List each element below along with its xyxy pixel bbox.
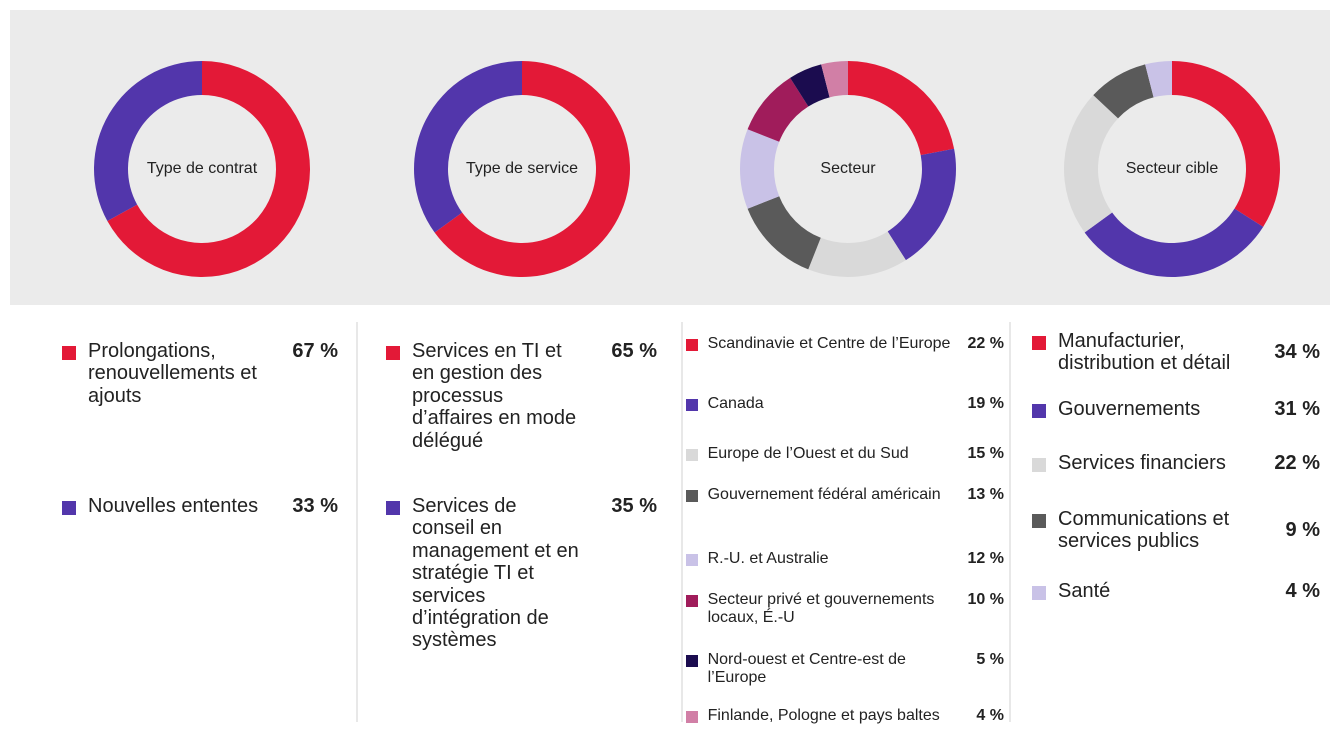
legend-item: Nouvelles ententes 33 % xyxy=(62,495,338,517)
legend-swatch xyxy=(1032,335,1046,350)
legend-item: Services financiers 22 % xyxy=(1032,452,1320,474)
donut-slice xyxy=(790,64,830,107)
legend-swatch xyxy=(686,554,698,567)
donut-title: Type de service xyxy=(466,160,578,177)
legend-item: Canada 19 % xyxy=(686,395,1004,413)
donut-slice xyxy=(1084,208,1264,277)
legend-item: Gouvernements 31 % xyxy=(1032,398,1320,420)
legend-value: 34 % xyxy=(1274,341,1320,364)
legend-swatch xyxy=(686,339,698,352)
legend-swatch xyxy=(62,345,76,360)
legend-item: Nord-ouest et Centre-est de l’Europe 5 % xyxy=(686,651,1004,687)
legend-label: Gouvernements xyxy=(1058,398,1201,420)
donut-slice xyxy=(887,148,956,261)
donut-slice xyxy=(821,61,848,98)
legend-swatch xyxy=(686,449,698,462)
legend-label: Canada xyxy=(707,395,764,412)
legend-value: 10 % xyxy=(967,591,1004,608)
legend-item: Gouvernement fédéral américain 13 % xyxy=(686,486,1004,504)
legend-value: 33 % xyxy=(292,495,338,517)
legend-label: Services financiers xyxy=(1058,452,1226,474)
legend-value: 9 % xyxy=(1285,519,1320,542)
legend-value: 5 % xyxy=(976,651,1004,668)
legend-label: Manufacturier, distribution et détail xyxy=(1058,330,1231,375)
legend-swatch xyxy=(62,500,76,515)
legend-item: Finlande, Pologne et pays baltes 4 % xyxy=(686,707,1004,725)
legend-swatch xyxy=(686,595,698,608)
legend-value: 4 % xyxy=(1285,579,1320,602)
legend-swatch xyxy=(386,345,400,360)
donut-slice xyxy=(434,61,630,278)
legend-item: Services de conseil en management et en … xyxy=(386,495,657,652)
donut-slice xyxy=(747,77,809,142)
legend-swatch xyxy=(1032,403,1046,418)
legend-label: Services de conseil en management et en … xyxy=(412,495,579,652)
legend-item: Prolongations, renouvellements et ajouts… xyxy=(62,340,338,407)
donut-slice xyxy=(848,61,955,156)
legend-value: 35 % xyxy=(611,495,657,517)
donut-slice xyxy=(808,231,906,277)
legend-label: Scandinavie et Centre de l’Europe xyxy=(707,335,951,352)
legend-item: Europe de l’Ouest et du Sud 15 % xyxy=(686,445,1004,463)
legend-value: 67 % xyxy=(292,340,338,362)
legend-item: Services en TI et en gestion des process… xyxy=(386,340,657,452)
legend-label: Services en TI et en gestion des process… xyxy=(412,340,577,452)
donut-slice xyxy=(414,61,522,233)
donut-slice xyxy=(740,129,780,209)
legend-value: 22 % xyxy=(1274,451,1320,474)
legend-swatch xyxy=(1032,513,1046,528)
legend-label: Nouvelles ententes xyxy=(88,495,259,517)
legend-label: Nord-ouest et Centre-est de l’Europe xyxy=(707,651,906,686)
legend-item: R.-U. et Australie 12 % xyxy=(686,550,1004,568)
legend-value: 31 % xyxy=(1274,397,1320,420)
legend-item: Manufacturier, distribution et détail 34 … xyxy=(1032,330,1320,375)
legend-label: Europe de l’Ouest et du Sud xyxy=(707,445,909,462)
donut-title: Secteur xyxy=(820,160,876,177)
legend-label: Santé xyxy=(1058,580,1111,602)
legend-swatch xyxy=(1032,457,1046,472)
legend-value: 13 % xyxy=(967,486,1004,503)
legend-label: Finlande, Pologne et pays baltes xyxy=(707,707,940,724)
legend-item: Scandinavie et Centre de l’Europe 22 % xyxy=(686,335,1004,353)
legend-swatch xyxy=(686,399,698,412)
legend-item: Communications et services publics 9 % xyxy=(1032,508,1320,553)
legend-label: R.-U. et Australie xyxy=(707,550,829,567)
legend-label: Secteur privé et gouvernements locaux, É… xyxy=(707,591,935,626)
donut-slice xyxy=(1064,95,1119,233)
donut-slice xyxy=(1172,61,1280,227)
donut-slice xyxy=(1093,64,1154,119)
legend-label: Gouvernement fédéral américain xyxy=(707,486,941,503)
donut-title: Type de contrat xyxy=(147,160,258,177)
legend-swatch xyxy=(686,490,698,503)
legend-value: 4 % xyxy=(976,707,1004,724)
legend-value: 19 % xyxy=(967,395,1004,412)
legend-swatch xyxy=(686,711,698,724)
donut-slice xyxy=(1145,61,1172,98)
legend-value: 22 % xyxy=(967,335,1004,352)
donut-slice xyxy=(93,61,202,222)
legend-label: Prolongations, renouvellements et ajouts xyxy=(88,340,257,407)
legend-value: 65 % xyxy=(611,340,657,362)
legend-item: Secteur privé et gouvernements locaux, É… xyxy=(686,591,1004,627)
legend-label: Communications et services publics xyxy=(1058,508,1230,553)
donut-slice xyxy=(107,61,310,277)
donut-slice xyxy=(747,196,821,270)
legend-swatch xyxy=(686,655,698,668)
legend-swatch xyxy=(386,500,400,515)
legend-value: 12 % xyxy=(967,550,1004,567)
donut-title: Secteur cible xyxy=(1126,160,1219,177)
legend-item: Santé 4 % xyxy=(1032,580,1320,602)
legend-swatch xyxy=(1032,585,1046,600)
legend-value: 15 % xyxy=(967,445,1004,462)
